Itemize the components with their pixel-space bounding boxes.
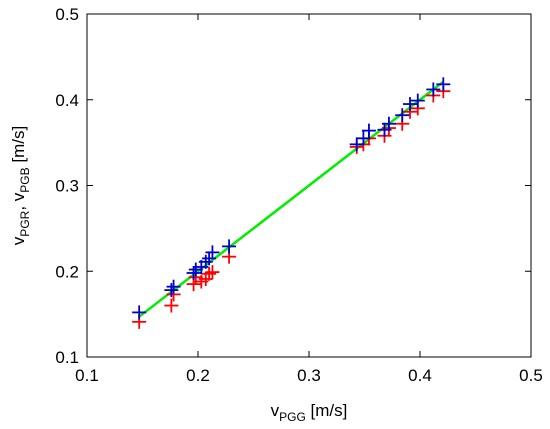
y-axis-label-sep: , v — [9, 192, 28, 210]
x-axis-label-unit: [m/s] — [306, 401, 348, 420]
series-1-point-14 — [381, 116, 396, 131]
y-tick-label-3: 0.4 — [55, 91, 79, 110]
series-1-point-0 — [132, 305, 147, 320]
series-1-point-8 — [205, 245, 220, 260]
series-1-point-7 — [202, 251, 217, 266]
y-axis-label-unit: [m/s] — [9, 126, 28, 168]
series-1-point-2 — [166, 279, 181, 294]
x-axis-label-main: v — [271, 401, 280, 420]
y-tick-label-2: 0.3 — [55, 177, 79, 196]
y-axis-label-sub-1: PGR — [18, 210, 32, 236]
y-axis-label: vPGR, vPGB [m/s] — [9, 126, 32, 245]
x-tick-label-4: 0.5 — [519, 366, 543, 385]
series-layer — [132, 77, 451, 329]
series-1-point-11 — [356, 131, 371, 146]
x-axis-label: vPGG [m/s] — [271, 401, 348, 424]
series-0-point-1 — [164, 298, 179, 313]
y-axis-label-main: v — [9, 236, 28, 245]
x-axis-label-sub: PGG — [279, 410, 306, 424]
series-0-point-8 — [205, 265, 220, 280]
x-tick-label-1: 0.2 — [186, 366, 210, 385]
y-axis-ticks: 0.1 0.2 0.3 0.4 0.5 — [55, 5, 531, 367]
series-1-point-10 — [349, 137, 364, 152]
series-1-point-6 — [198, 254, 213, 269]
y-tick-label-1: 0.2 — [55, 262, 79, 281]
x-axis-ticks: 0.1 0.2 0.3 0.4 0.5 — [75, 14, 543, 385]
series-1-point-16 — [403, 97, 418, 112]
x-tick-label-2: 0.3 — [297, 366, 321, 385]
series-1-point-12 — [361, 123, 376, 138]
series-1-point-15 — [395, 108, 410, 123]
series-1-point-3 — [186, 265, 201, 280]
series-1-point-17 — [410, 93, 425, 108]
x-tick-label-0: 0.1 — [75, 366, 99, 385]
y-tick-label-0: 0.1 — [55, 348, 79, 367]
x-tick-label-3: 0.4 — [408, 366, 432, 385]
y-axis-label-sub-2: PGB — [18, 167, 32, 192]
series-1-point-19 — [436, 77, 451, 92]
series-0-point-7 — [202, 266, 217, 281]
series-1-point-18 — [426, 82, 441, 97]
y-tick-label-4: 0.5 — [55, 5, 79, 24]
series-1-point-1 — [164, 283, 179, 298]
series-1-point-9 — [222, 239, 237, 254]
